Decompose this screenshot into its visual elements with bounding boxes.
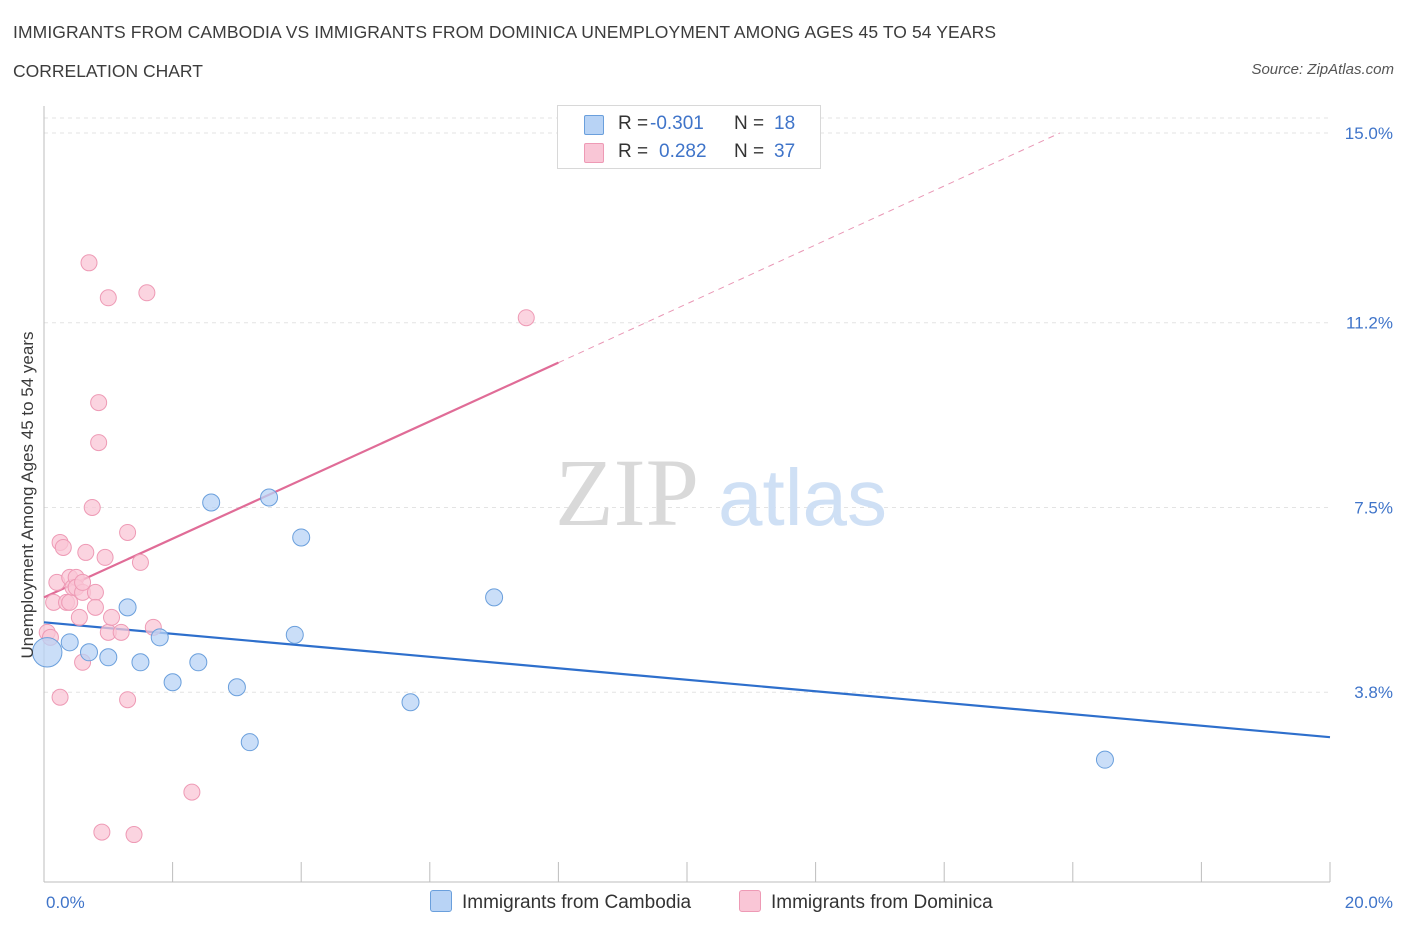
cambodia-point (60, 633, 79, 652)
n-label: N = (734, 141, 765, 162)
dominica-point (183, 783, 201, 801)
dominica-point (51, 688, 69, 706)
axes (43, 106, 1331, 883)
dominica-point (83, 498, 101, 516)
trend-lines (43, 132, 1331, 739)
watermark: ZIP atlas (555, 439, 887, 546)
dominica-point (138, 284, 156, 302)
dominica-point (90, 394, 108, 412)
dominica-point (99, 289, 117, 307)
cambodia-point (227, 678, 246, 697)
legend-item-dominica[interactable]: Immigrants from Dominica (739, 890, 993, 914)
dominica-point (86, 598, 104, 616)
cambodia-points (31, 488, 1114, 769)
watermark-zip: ZIP (555, 439, 699, 546)
x-tick-label: 20.0% (1345, 893, 1393, 912)
r-value: -0.301 (650, 113, 704, 134)
dominica-point (86, 583, 104, 601)
dominica-point (517, 309, 535, 327)
r-label: R = (618, 113, 649, 134)
cambodia-point (285, 625, 304, 644)
y-tick-label: 15.0% (1345, 124, 1393, 143)
tick-labels: 3.8% 7.5% 11.2% 15.0% 0.0% 20.0% (46, 124, 1393, 912)
legend-item-cambodia[interactable]: Immigrants from Cambodia (430, 890, 691, 914)
cambodia-point (131, 653, 150, 672)
correlation-legend: R = -0.301 N = 18 R = 0.282 N = 37 (557, 105, 821, 169)
dominica-point (125, 826, 143, 844)
cambodia-point (80, 643, 99, 662)
dominica-trend-line (43, 361, 559, 599)
cambodia-point (99, 648, 118, 667)
dominica-point (54, 538, 72, 556)
chart-subtitle: CORRELATION CHART (13, 61, 203, 81)
cambodia-point (292, 528, 311, 547)
dominica-point (103, 608, 121, 626)
cambodia-legend-swatch (430, 890, 452, 912)
n-label: N = (734, 113, 765, 134)
dominica-point (77, 543, 95, 561)
cambodia-swatch (584, 115, 604, 135)
dominica-point (131, 553, 149, 571)
watermark-atlas: atlas (718, 453, 887, 542)
r-value: 0.282 (659, 141, 707, 162)
cambodia-point (260, 488, 279, 507)
dominica-swatch (584, 143, 604, 163)
cambodia-point (240, 733, 259, 752)
dominica-point (119, 523, 137, 541)
dominica-point (74, 573, 92, 591)
dominica-point (96, 548, 114, 566)
cambodia-point (118, 598, 137, 617)
dominica-trend-extension (558, 132, 1061, 364)
dominica-point (70, 608, 88, 626)
dominica-points (38, 254, 535, 844)
dominica-point (112, 623, 130, 641)
gridlines (44, 117, 1330, 693)
cambodia-point (202, 493, 221, 512)
y-axis-label: Unemployment Among Ages 45 to 54 years (18, 332, 37, 659)
y-tick-label: 7.5% (1354, 498, 1393, 517)
cambodia-point (485, 588, 504, 607)
n-value: 18 (774, 113, 796, 134)
y-tick-label: 11.2% (1346, 314, 1393, 333)
dominica-legend-swatch (739, 890, 761, 912)
dominica-point (93, 823, 111, 841)
r-label: R = (618, 141, 649, 162)
legend-label-dominica: Immigrants from Dominica (771, 892, 993, 913)
cambodia-point (163, 673, 182, 692)
y-tick-label: 3.8% (1354, 683, 1393, 702)
cambodia-point (150, 628, 169, 647)
cambodia-point (189, 653, 208, 672)
dominica-point (119, 691, 137, 709)
legend-label-cambodia: Immigrants from Cambodia (462, 892, 692, 913)
cambodia-point (31, 637, 63, 668)
dominica-point (80, 254, 98, 272)
source-attribution: Source: ZipAtlas.com (1251, 61, 1394, 78)
cambodia-point (401, 693, 420, 712)
x-tick-label: 0.0% (46, 893, 85, 912)
cambodia-trend-line (43, 621, 1331, 739)
n-value: 37 (774, 141, 796, 162)
cambodia-point (1095, 750, 1114, 769)
dominica-point (90, 434, 108, 452)
chart-title: IMMIGRANTS FROM CAMBODIA VS IMMIGRANTS F… (13, 22, 997, 42)
